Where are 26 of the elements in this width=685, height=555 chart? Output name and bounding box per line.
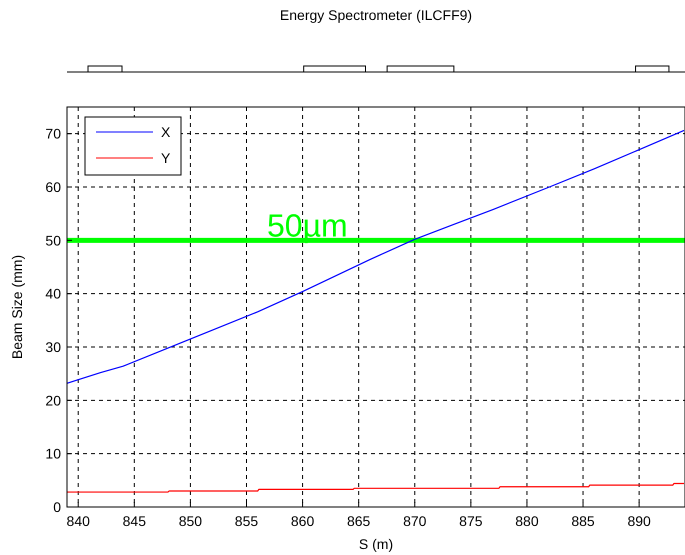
x-tick-label: 855 xyxy=(234,513,258,529)
y-tick-label: 0 xyxy=(53,499,62,515)
x-axis-title: S (m) xyxy=(358,536,394,552)
y-tick-label: 40 xyxy=(45,286,62,302)
y-tick-label: 30 xyxy=(45,339,62,355)
x-tick-label: 845 xyxy=(122,513,146,529)
x-tick-label: 840 xyxy=(66,513,90,529)
ref-line-label: 50µm xyxy=(267,207,348,244)
x-tick-label: 865 xyxy=(346,513,371,529)
x-tick-label: 870 xyxy=(403,513,427,529)
x-tick-label: 890 xyxy=(627,513,652,529)
y-axis-title: Beam Size (mm) xyxy=(9,254,25,360)
x-tick-label: 875 xyxy=(459,513,483,529)
y-tick-label: 10 xyxy=(45,446,62,462)
legend-label: Y xyxy=(161,150,171,166)
x-tick-label: 885 xyxy=(571,513,595,529)
chart-title: Energy Spectrometer (ILCFF9) xyxy=(280,7,472,23)
y-tick-label: 70 xyxy=(45,126,62,142)
x-tick-label: 880 xyxy=(515,513,539,529)
y-tick-label: 20 xyxy=(45,392,62,408)
y-tick-label: 60 xyxy=(45,179,62,195)
x-tick-label: 860 xyxy=(290,513,314,529)
line-series xyxy=(66,482,685,493)
x-tick-label: 850 xyxy=(178,513,202,529)
y-tick-label: 50 xyxy=(45,232,62,248)
legend-label: X xyxy=(161,124,171,140)
